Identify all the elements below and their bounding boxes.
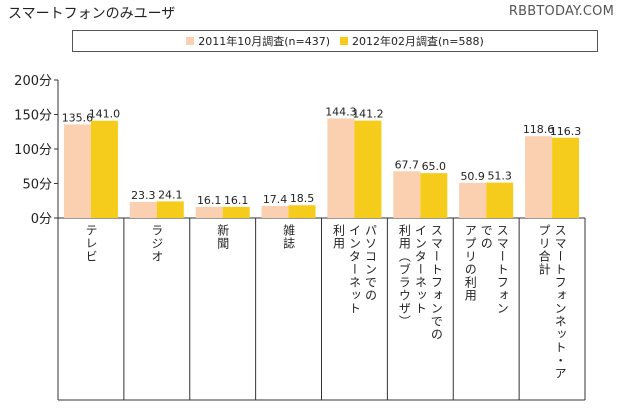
data-label: 67.7 — [395, 158, 420, 171]
data-label: 16.1 — [224, 194, 249, 207]
bar — [393, 171, 421, 218]
bar — [90, 120, 118, 218]
legend-item-2012: 2012年02月調査(n=588) — [340, 33, 484, 49]
category-label: プリ合計 — [537, 224, 551, 276]
legend-swatch-2011 — [186, 37, 195, 45]
data-label: 141.2 — [352, 108, 384, 121]
category-label: テレビ — [84, 224, 98, 263]
data-label: 50.9 — [460, 170, 485, 183]
bar — [525, 136, 553, 218]
y-tick-label: 150分 — [14, 109, 52, 124]
bar — [288, 205, 316, 218]
category-label: 利用 — [331, 224, 345, 250]
data-label: 16.1 — [197, 194, 222, 207]
category-label: アプリの利用 — [463, 224, 477, 302]
data-label: 141.0 — [89, 108, 121, 121]
data-label: 17.4 — [263, 193, 288, 206]
category-label: パソコンでの — [363, 224, 377, 302]
y-tick-label: 50分 — [22, 178, 52, 193]
y-tick-label: 200分 — [14, 74, 52, 89]
bar — [195, 206, 223, 218]
legend-item-2011: 2011年10月調査(n=437) — [186, 33, 330, 49]
category-label: 新聞 — [216, 223, 230, 250]
watermark: RBBTODAY.COM — [508, 4, 614, 19]
bar — [420, 173, 448, 218]
legend-label-2012: 2012年02月調査(n=588) — [352, 35, 484, 48]
category-label: インターネット — [347, 224, 361, 315]
category-label: での — [479, 224, 493, 250]
bar — [552, 137, 580, 218]
category-label: 雑誌 — [282, 223, 296, 250]
page-title: スマートフォンのみユーザ — [8, 6, 176, 22]
bar — [486, 182, 514, 218]
bar — [222, 206, 250, 218]
data-label: 144.3 — [325, 105, 357, 118]
bar — [459, 182, 487, 218]
bar — [327, 118, 355, 218]
bar — [261, 205, 289, 218]
y-tick-label: 100分 — [14, 143, 52, 158]
category-label: スマートフォンネット・ア — [553, 224, 567, 380]
data-label: 65.0 — [422, 160, 447, 173]
data-label: 23.3 — [131, 189, 156, 202]
bar — [354, 120, 382, 218]
y-tick-label: 0分 — [31, 212, 52, 227]
category-label: インターネット — [413, 224, 427, 315]
category-label: スマートフォン — [495, 224, 509, 315]
data-label: 116.3 — [550, 125, 582, 138]
category-label: ラジオ — [150, 224, 164, 263]
legend-swatch-2012 — [340, 37, 348, 45]
bar — [156, 201, 184, 218]
data-label: 18.5 — [290, 192, 315, 205]
category-label: 利用（ブラウザ） — [397, 224, 411, 328]
legend: 2011年10月調査(n=437) 2012年02月調査(n=588) — [72, 30, 598, 52]
data-label: 135.6 — [62, 111, 94, 124]
category-label: スマートフォンでの — [429, 224, 443, 341]
data-label: 118.6 — [523, 123, 555, 136]
legend-label-2011: 2011年10月調査(n=437) — [198, 35, 330, 48]
bar — [129, 201, 157, 218]
bar — [63, 124, 91, 218]
data-label: 24.1 — [158, 188, 183, 201]
data-label: 51.3 — [487, 170, 512, 183]
